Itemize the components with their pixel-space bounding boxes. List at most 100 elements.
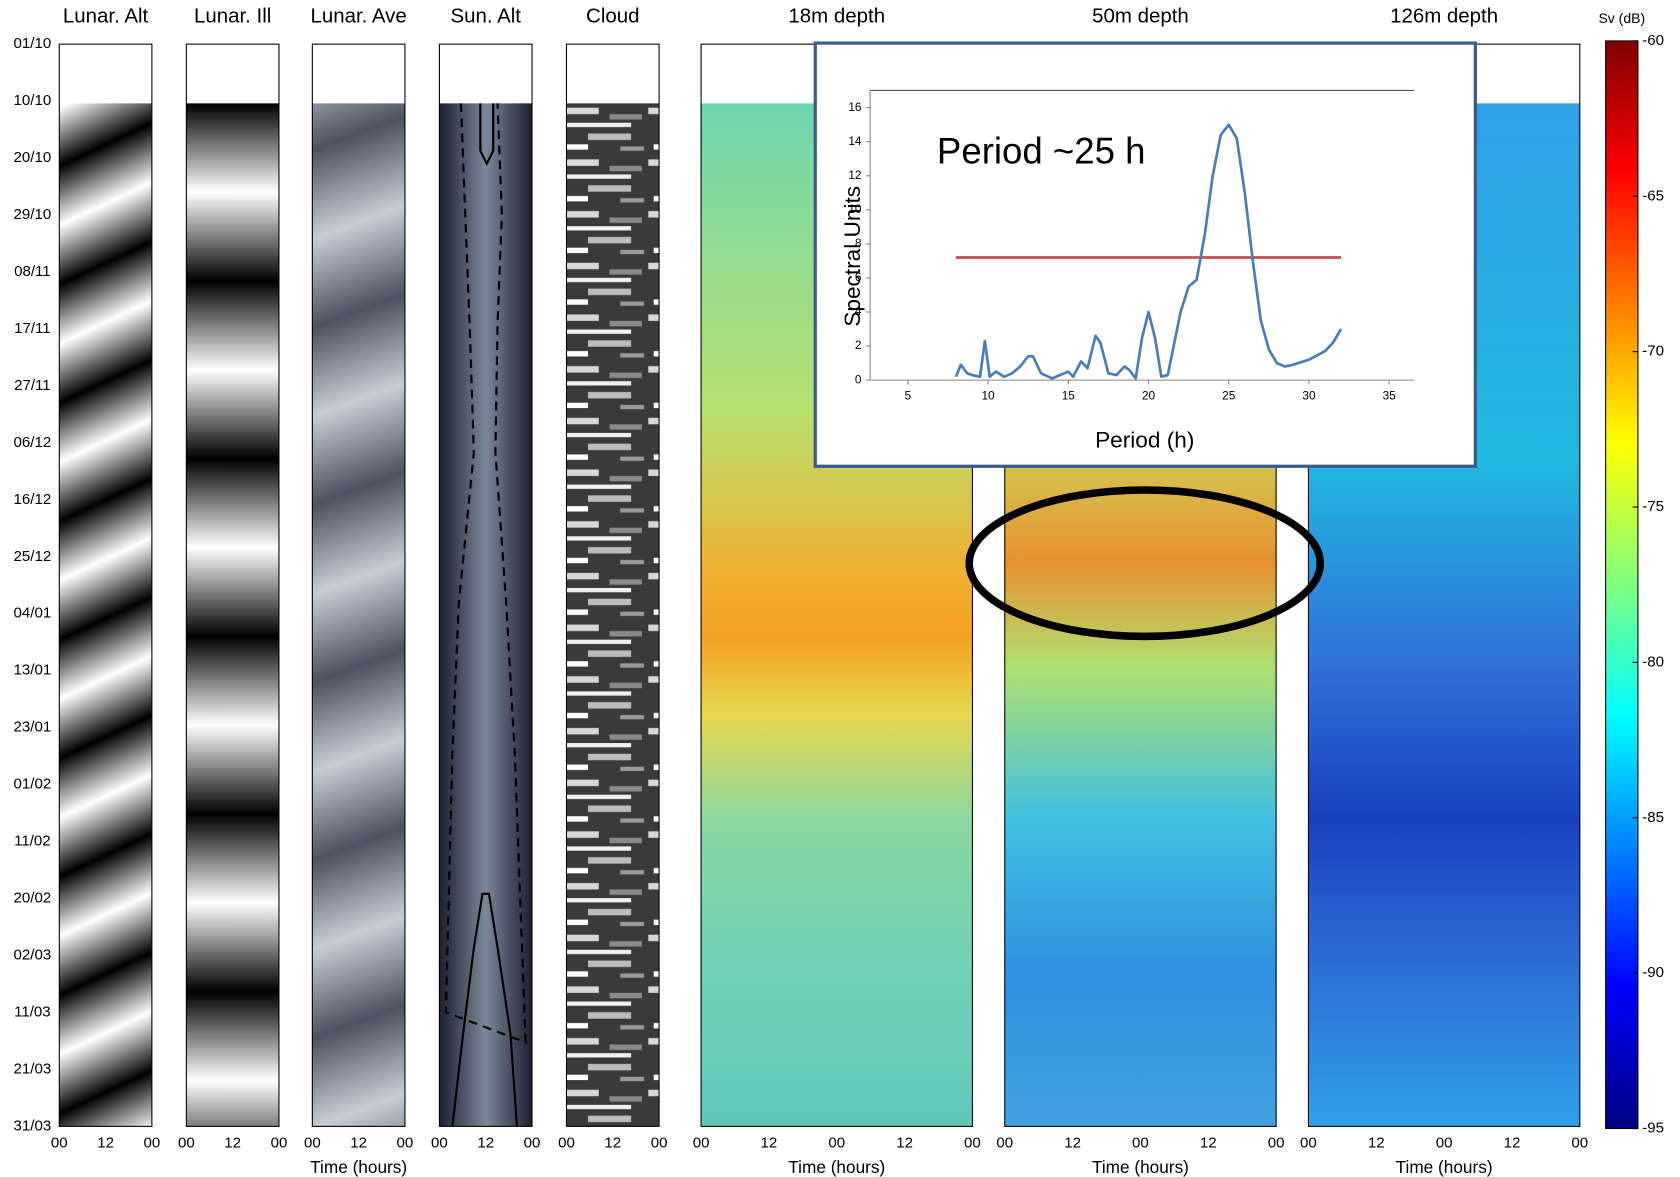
x-tick-label: 12 — [1064, 1135, 1081, 1152]
y-tick-label: 10/10 — [14, 92, 52, 109]
panel-title: Lunar. Ill — [194, 5, 271, 28]
x-tick-label: 00 — [651, 1135, 668, 1152]
colorbar-tick-label: -80 — [1642, 653, 1664, 670]
panel-title: 126m depth — [1390, 5, 1498, 28]
x-tick-label: 00 — [304, 1135, 321, 1152]
y-tick-label: 06/12 — [14, 434, 52, 451]
x-tick-label: 00 — [1268, 1135, 1285, 1152]
y-tick-label: 01/10 — [14, 35, 52, 52]
panel-background — [312, 44, 405, 104]
x-tick-label: 25 — [1222, 388, 1236, 402]
x-tick-label: 12 — [604, 1135, 621, 1152]
y-tick-label: 27/11 — [14, 377, 51, 394]
x-tick-label: 00 — [1300, 1135, 1317, 1152]
panel-frame — [185, 43, 280, 1127]
colorbar-tick-label: -90 — [1642, 964, 1664, 981]
heatmap-image — [439, 103, 533, 1127]
x-tick-label: 00 — [431, 1135, 448, 1152]
annotation: Period ~25 h — [937, 131, 1146, 172]
sun-contour — [444, 103, 527, 1044]
panel-frame — [311, 43, 406, 1127]
x-tick-label: 00 — [51, 1135, 68, 1152]
x-axis-label: Time (hours) — [1092, 1157, 1189, 1177]
x-axis-label: Period (h) — [1095, 427, 1194, 452]
panel-background — [59, 44, 152, 104]
colorbar-tick-label: -95 — [1642, 1120, 1664, 1137]
x-axis-label: Time (hours) — [310, 1157, 407, 1177]
x-tick-label: 00 — [828, 1135, 845, 1152]
panel-title: 50m depth — [1092, 5, 1189, 28]
x-tick-label: 00 — [178, 1135, 195, 1152]
panel-title: 18m depth — [788, 5, 885, 28]
x-tick-label: 00 — [1132, 1135, 1149, 1152]
x-tick-label: 00 — [397, 1135, 414, 1152]
y-tick-label: 13/01 — [14, 662, 52, 679]
heatmap-image — [312, 103, 405, 1127]
x-tick-label: 00 — [524, 1135, 541, 1152]
x-tick-label: 00 — [1571, 1135, 1588, 1152]
y-tick-label: 11/02 — [14, 833, 51, 850]
x-tick-label: 12 — [1504, 1135, 1521, 1152]
x-axis-label: Time (hours) — [1396, 1157, 1493, 1177]
panel-title: Cloud — [586, 5, 639, 28]
x-tick-label: 00 — [693, 1135, 710, 1152]
x-tick-label: 12 — [350, 1135, 367, 1152]
y-tick-label: 08/11 — [14, 263, 51, 280]
y-tick-label: 04/01 — [14, 605, 52, 622]
x-tick-label: 12 — [1200, 1135, 1217, 1152]
x-tick-label: 12 — [761, 1135, 778, 1152]
x-tick-label: 12 — [224, 1135, 241, 1152]
y-tick-label: 4 — [855, 304, 862, 318]
panel-title: Lunar. Alt — [63, 5, 149, 28]
y-tick-label: 20/02 — [14, 890, 52, 907]
x-tick-label: 35 — [1383, 388, 1397, 402]
panel-background — [566, 44, 660, 104]
spectrum-line — [954, 123, 1343, 380]
y-tick-label: 6 — [855, 270, 862, 284]
x-tick-label: 5 — [905, 388, 912, 402]
colorbar-tick-label: -70 — [1642, 343, 1664, 360]
x-tick-label: 12 — [97, 1135, 114, 1152]
x-tick-label: 00 — [964, 1135, 981, 1152]
x-tick-label: 00 — [271, 1135, 288, 1152]
x-tick-label: 15 — [1062, 388, 1076, 402]
y-tick-label: 21/03 — [14, 1060, 52, 1077]
x-tick-label: 20 — [1142, 388, 1156, 402]
y-tick-label: 25/12 — [14, 548, 52, 565]
y-tick-label: 31/03 — [14, 1117, 52, 1134]
panel-title: Lunar. Ave — [310, 5, 406, 28]
panel-frame — [438, 43, 533, 1127]
colorbar-tick-label: -65 — [1642, 187, 1664, 204]
colorbar-tick-label: -75 — [1642, 498, 1664, 515]
y-axis-label: Spectral Units — [840, 186, 865, 327]
y-tick-label: 2 — [855, 338, 862, 352]
colorbar-title: Sv (dB) — [1598, 10, 1645, 26]
x-tick-label: 12 — [477, 1135, 494, 1152]
panel-title: Sun. Alt — [450, 5, 521, 28]
inset-chart: 0 2 4 6 8 10 12 14 16 5 10 15 20 25 30 35 Spectral Units… — [813, 41, 1477, 468]
x-tick-label: 30 — [1302, 388, 1316, 402]
y-tick-label: 14 — [848, 134, 862, 148]
y-tick-label: 16 — [848, 100, 862, 114]
y-tick-label: 01/02 — [14, 776, 52, 793]
y-tick-label: 23/01 — [14, 719, 52, 736]
sun-contour — [451, 892, 519, 1127]
x-tick-label: 12 — [1368, 1135, 1385, 1152]
colorbar-tick-label: -85 — [1642, 809, 1664, 826]
y-tick-label: 02/03 — [14, 946, 52, 963]
colorbar-tick-label: -60 — [1642, 32, 1664, 49]
x-tick-label: 10 — [981, 388, 995, 402]
x-axis-label: Time (hours) — [788, 1157, 885, 1177]
panel-background — [186, 44, 279, 104]
y-tick-label: 29/10 — [14, 206, 52, 223]
y-tick-label: 12 — [848, 168, 861, 182]
x-tick-label: 12 — [896, 1135, 913, 1152]
colorbar — [1605, 40, 1639, 1130]
heatmap-image — [59, 103, 152, 1127]
y-tick-label: 16/12 — [14, 491, 52, 508]
y-tick-label: 8 — [855, 236, 862, 250]
y-tick-label: 20/10 — [14, 149, 52, 166]
y-tick-label: 0 — [855, 372, 862, 386]
x-tick-label: 00 — [996, 1135, 1013, 1152]
